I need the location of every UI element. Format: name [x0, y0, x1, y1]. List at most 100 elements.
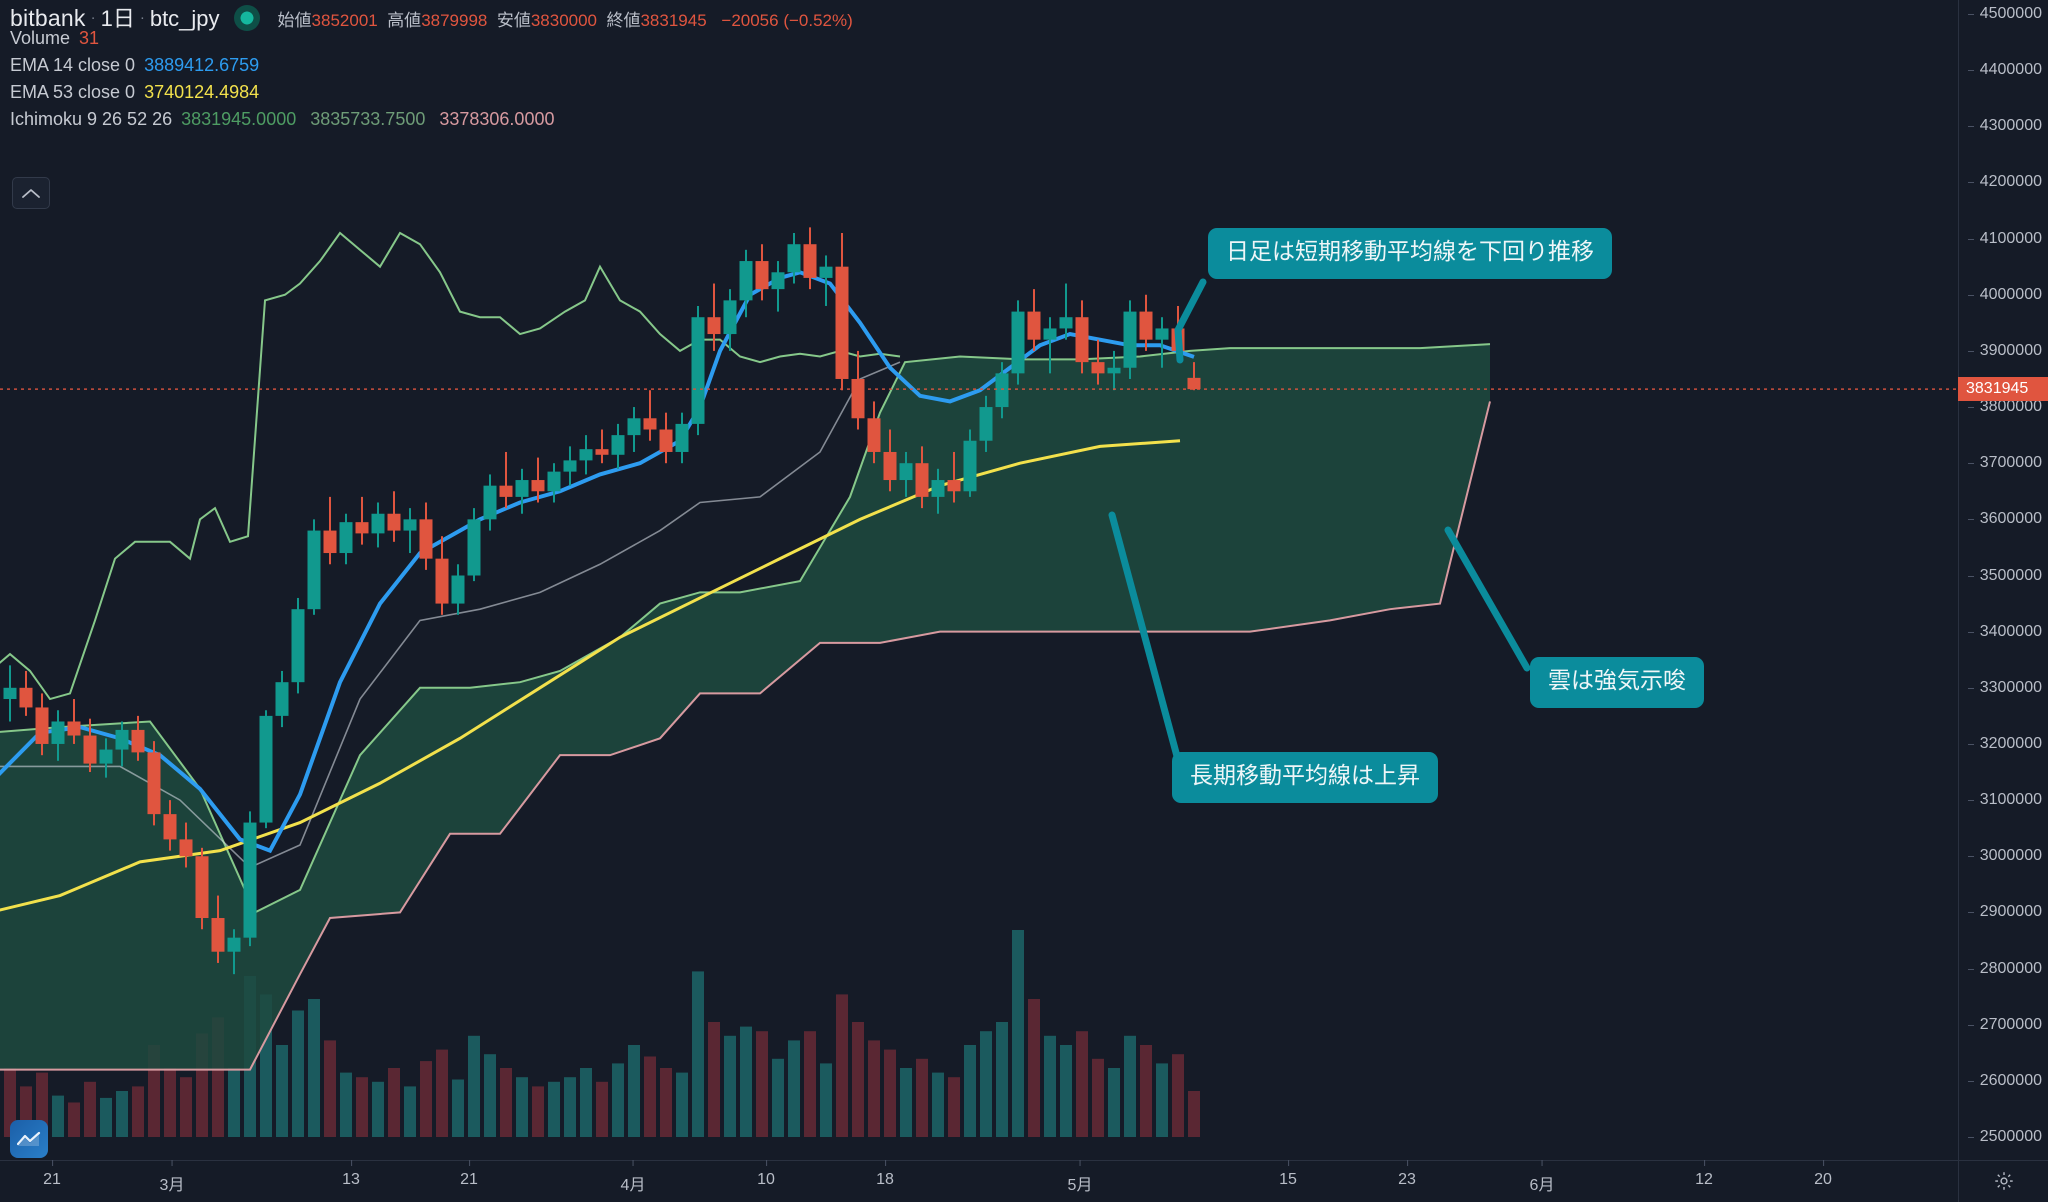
volume-bar	[100, 1098, 112, 1137]
ichimoku-cloud	[0, 344, 1490, 1069]
candlestick	[340, 514, 353, 565]
volume-bar	[1076, 1031, 1088, 1137]
chart-plot-area[interactable]	[0, 0, 1958, 1160]
volume-bar	[1012, 930, 1024, 1137]
candlestick	[388, 491, 401, 542]
volume-bar	[1188, 1091, 1200, 1137]
volume-bar	[324, 1040, 336, 1137]
candlestick	[260, 710, 273, 828]
volume-bar	[996, 1022, 1008, 1137]
annotation-callout[interactable]: 雲は強気示唆	[1530, 657, 1704, 708]
time-axis-tick: 23	[1398, 1171, 1416, 1189]
candlestick	[292, 598, 305, 693]
volume-bar	[436, 1050, 448, 1137]
time-axis-tick: 12	[1695, 1171, 1713, 1189]
volume-bar	[468, 1036, 480, 1137]
candlestick	[596, 430, 609, 464]
volume-bar	[644, 1057, 656, 1138]
candlestick	[708, 284, 721, 351]
volume-bar	[868, 1040, 880, 1137]
time-axis-tick: 5月	[1068, 1171, 1093, 1195]
price-axis-tick: 2600000	[1980, 1072, 2042, 1090]
price-axis-tick: 4000000	[1980, 286, 2042, 304]
candlestick	[276, 671, 289, 727]
volume-bar	[900, 1068, 912, 1137]
time-axis-tick: 21	[43, 1171, 61, 1189]
volume-bar	[788, 1040, 800, 1137]
candlestick	[484, 474, 497, 530]
volume-bar	[500, 1068, 512, 1137]
candlestick	[1012, 300, 1025, 384]
volume-bar	[180, 1077, 192, 1137]
volume-bar	[756, 1031, 768, 1137]
price-axis-tick: 4100000	[1980, 230, 2042, 248]
candlestick	[356, 497, 369, 545]
time-axis[interactable]: 213月13214月10185月15236月1220	[0, 1160, 2048, 1202]
candlestick	[644, 390, 657, 441]
time-axis-tick: 10	[757, 1171, 775, 1189]
price-axis-tick: 3300000	[1980, 679, 2042, 697]
volume-bar	[356, 1077, 368, 1137]
time-axis-tick: 21	[460, 1171, 478, 1189]
price-axis-tick: 3600000	[1980, 510, 2042, 528]
time-axis-tick: 4月	[621, 1171, 646, 1195]
candlestick	[564, 446, 577, 485]
volume-bar	[948, 1077, 960, 1137]
volume-bar	[1172, 1054, 1184, 1137]
candlestick	[628, 407, 641, 452]
volume-bar	[612, 1063, 624, 1137]
volume-bar	[1092, 1059, 1104, 1137]
volume-bar	[804, 1031, 816, 1137]
price-axis-tick: 3900000	[1980, 342, 2042, 360]
price-axis-tick: 4200000	[1980, 173, 2042, 191]
chart-app: bitbank · 1日 · btc_jpy 始値3852001 高値38799…	[0, 0, 2048, 1202]
volume-bar	[820, 1063, 832, 1137]
volume-bar	[420, 1061, 432, 1137]
volume-bar	[1124, 1036, 1136, 1137]
tradingview-logo[interactable]	[10, 1120, 48, 1158]
volume-bar	[1108, 1068, 1120, 1137]
candlestick	[612, 424, 625, 469]
candlestick	[420, 503, 433, 570]
volume-bar	[852, 1022, 864, 1137]
candlestick	[548, 463, 561, 502]
volume-bar	[548, 1082, 560, 1137]
candlestick	[660, 413, 673, 464]
time-axis-tick: 13	[342, 1171, 360, 1189]
annotation-callout[interactable]: 長期移動平均線は上昇	[1172, 752, 1438, 803]
price-axis-tick: 3400000	[1980, 623, 2042, 641]
volume-bar	[228, 1068, 240, 1137]
candlestick	[772, 261, 785, 312]
volume-bar	[580, 1068, 592, 1137]
candlestick	[308, 519, 321, 614]
volume-bar	[932, 1073, 944, 1137]
candlestick	[692, 306, 705, 435]
volume-bar	[116, 1091, 128, 1137]
volume-bar	[68, 1103, 80, 1138]
volume-bar	[964, 1045, 976, 1137]
time-axis-tick: 3月	[160, 1171, 185, 1195]
volume-bar	[1060, 1045, 1072, 1137]
chart-settings-button[interactable]	[1958, 1160, 2048, 1202]
candlestick	[516, 469, 529, 514]
candlestick	[1028, 289, 1041, 351]
candlestick	[1140, 295, 1153, 351]
candlestick	[4, 665, 17, 721]
price-axis[interactable]: 4500000440000043000004200000410000040000…	[1958, 0, 2048, 1160]
price-axis-tick: 2900000	[1980, 903, 2042, 921]
annotation-callout[interactable]: 日足は短期移動平均線を下回り推移	[1208, 228, 1612, 279]
chevron-up-icon	[22, 188, 40, 199]
time-axis-tick: 18	[876, 1171, 894, 1189]
volume-bar	[916, 1059, 928, 1137]
volume-bar	[276, 1045, 288, 1137]
candlestick	[404, 508, 417, 553]
price-axis-tick: 4500000	[1980, 5, 2042, 23]
candlestick	[500, 452, 513, 508]
candlestick	[372, 503, 385, 548]
collapse-legend-button[interactable]	[12, 177, 50, 209]
price-axis-tick: 2800000	[1980, 960, 2042, 978]
volume-bar	[132, 1086, 144, 1137]
volume-bar	[836, 994, 848, 1137]
candlestick	[836, 233, 849, 390]
volume-bar	[484, 1054, 496, 1137]
